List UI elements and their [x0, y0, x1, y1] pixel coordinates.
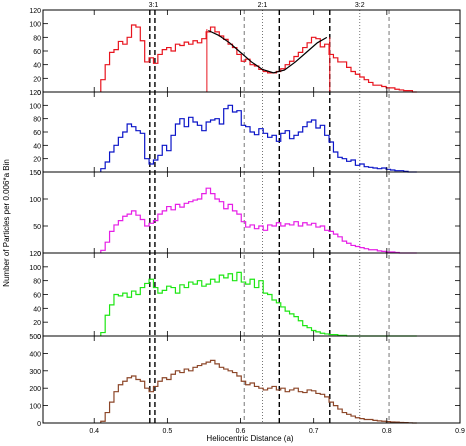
y-tick-label: 60 [33, 49, 41, 56]
y-tick-label: 0 [37, 334, 41, 341]
histogram-series-5 [100, 359, 417, 424]
y-tick-label: 40 [33, 143, 41, 150]
histogram-series-4 [100, 271, 417, 337]
histogram-series-2 [100, 104, 417, 173]
y-tick-label: 80 [33, 35, 41, 42]
y-tick-label: 100 [29, 103, 41, 110]
y-tick-label: 100 [29, 404, 41, 411]
x-axis: 0.4 0.5 0.6 0.7 0.8 0.9 [89, 428, 465, 435]
histogram-series-3 [100, 187, 417, 254]
x-tick-label: 0.5 [163, 428, 173, 435]
y-tick-label: 20 [33, 320, 41, 327]
y-tick-label: 500 [29, 334, 41, 341]
fit-curve [208, 29, 328, 74]
x-axis-label: Heliocentric Distance (a) [206, 434, 293, 443]
resonance-label: 2:1 [258, 2, 268, 9]
histogram-panels [100, 24, 417, 424]
y-tick-label: 100 [29, 265, 41, 272]
x-tick-label: 0.8 [382, 428, 392, 435]
y-tick-label: 120 [29, 251, 41, 258]
panel-3 [100, 187, 417, 254]
panel-4 [100, 271, 417, 337]
x-tick-label: 0.7 [309, 428, 319, 435]
y-tick-label: 40 [33, 63, 41, 70]
y-tick-label: 0 [37, 251, 41, 258]
panel-frame-5 [42, 335, 461, 424]
histogram-series-1 [100, 24, 417, 93]
y-tick-label: 200 [29, 386, 41, 393]
y-tick-label: 100 [29, 22, 41, 29]
y-tick-label: 120 [29, 90, 41, 97]
y-tick-label: 80 [33, 279, 41, 286]
y-tick-label: 400 [29, 351, 41, 358]
resonance-label: 3:2 [355, 2, 365, 9]
panel-1 [100, 24, 417, 93]
y-tick-label: 0 [37, 90, 41, 97]
y-tick-label: 60 [33, 130, 41, 137]
x-tick-label: 0.9 [455, 428, 465, 435]
y-tick-label: 150 [29, 170, 41, 177]
panel-2 [100, 104, 417, 173]
panel-5 [100, 359, 417, 424]
y-tick-label: 20 [33, 76, 41, 83]
resonance-label: 3:1 [149, 2, 159, 9]
resonance-reference-lines [149, 10, 390, 423]
y-tick-label: 0 [37, 170, 41, 177]
y-tick-label: 120 [29, 8, 41, 15]
y-tick-label: 0 [37, 421, 41, 428]
y-tick-label: 20 [33, 157, 41, 164]
resonance-labels: 3:1 2:1 3:2 [149, 2, 365, 9]
y-tick-label: 40 [33, 306, 41, 313]
panel-frame-3 [42, 171, 461, 254]
y-tick-label: 100 [29, 197, 41, 204]
y-tick-label: 60 [33, 293, 41, 300]
y-tick-label: 50 [33, 224, 41, 231]
x-tick-label: 0.6 [236, 428, 246, 435]
x-tick-label: 0.4 [89, 428, 99, 435]
y-axis-label: Number of Particles per 0.006*a Bin [2, 159, 11, 287]
y-tick-label: 300 [29, 369, 41, 376]
panel-frames: 0204060801001200204060801001200501001500… [29, 8, 461, 428]
y-tick-label: 80 [33, 117, 41, 124]
